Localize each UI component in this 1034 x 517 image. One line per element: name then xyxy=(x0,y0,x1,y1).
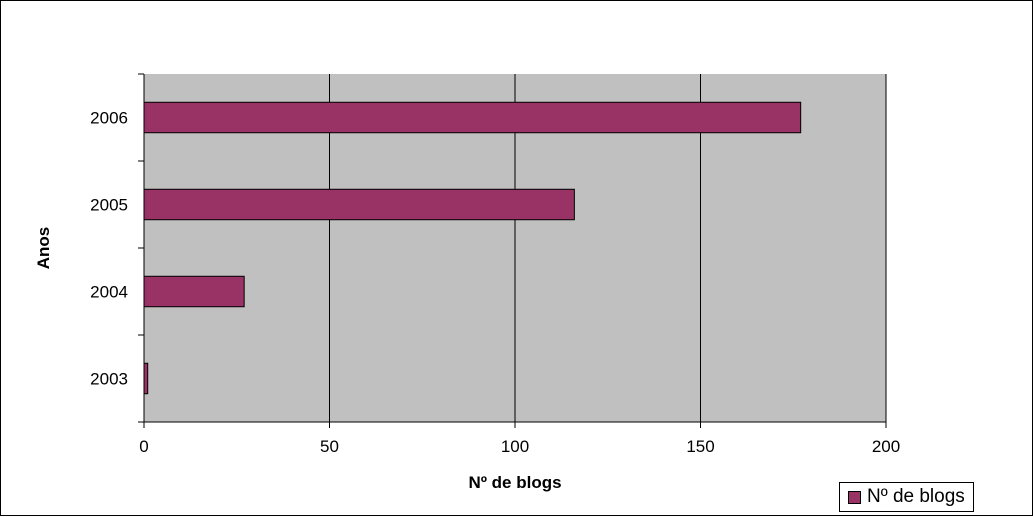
y-tick-label: 2003 xyxy=(90,370,128,389)
x-tick-label: 150 xyxy=(686,437,714,456)
x-tick-label: 0 xyxy=(139,437,148,456)
x-tick-label: 50 xyxy=(320,437,339,456)
bar-2006 xyxy=(143,101,802,134)
axes xyxy=(138,73,887,428)
x-axis-title: Nº de blogs xyxy=(468,473,561,492)
y-tick-label: 2005 xyxy=(90,196,128,215)
bar-2005 xyxy=(143,188,575,221)
legend-swatch xyxy=(848,490,861,504)
x-tick-label: 100 xyxy=(501,437,529,456)
legend: Nº de blogs xyxy=(839,482,974,512)
y-tick-labels: 2003 2004 2005 2006 xyxy=(90,109,128,389)
bar-2004 xyxy=(143,275,245,308)
y-tick-label: 2004 xyxy=(90,283,128,302)
x-tick-labels: 0 50 100 150 200 xyxy=(139,437,900,456)
x-tick-label: 200 xyxy=(872,437,900,456)
y-tick-label: 2006 xyxy=(90,109,128,128)
y-axis-title: Anos xyxy=(34,227,53,270)
bar-2003 xyxy=(143,362,149,395)
legend-label: Nº de blogs xyxy=(867,486,965,507)
bars xyxy=(143,101,802,395)
